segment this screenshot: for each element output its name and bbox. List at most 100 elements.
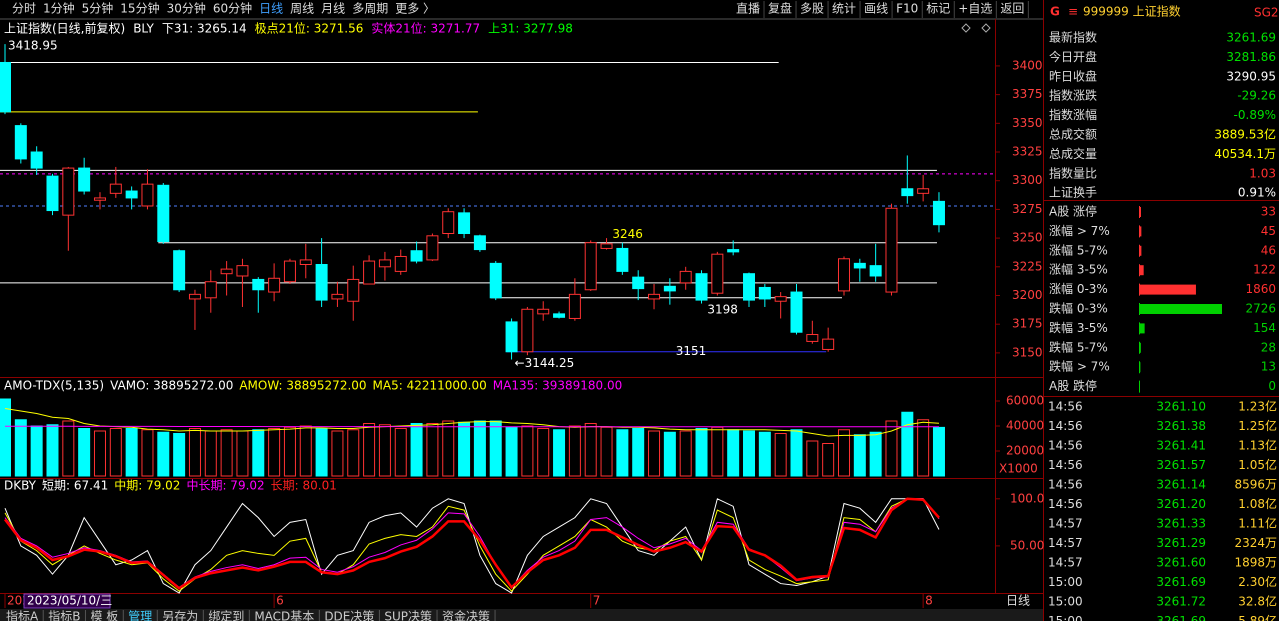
trade-time: 14:56	[1048, 478, 1083, 492]
tab[interactable]: 指标A	[6, 609, 39, 621]
breadth-label: 涨幅 > 7%	[1049, 223, 1110, 238]
volume-bar	[299, 425, 312, 477]
volume-bar	[363, 423, 376, 477]
period-button[interactable]: 30分钟	[167, 1, 206, 16]
y-tick-label: 100.0	[1010, 491, 1044, 505]
annotation: ←3144.25	[515, 356, 575, 370]
period-button[interactable]: 周线	[290, 2, 314, 16]
action-button[interactable]: 画线	[864, 2, 888, 16]
action-button[interactable]: 标记	[926, 2, 950, 16]
y-tick-label: 3200	[1012, 288, 1043, 302]
volume-bar	[758, 431, 771, 477]
quote-label: 总成交额	[1049, 127, 1097, 142]
x-tick-label: 7	[593, 594, 601, 608]
breadth-count: 1860	[1245, 282, 1276, 296]
period-button[interactable]: 日线	[259, 2, 283, 16]
quote-value: -29.26	[1237, 89, 1276, 103]
trade-price: 3261.57	[1156, 458, 1206, 472]
action-button[interactable]: 返回	[1000, 2, 1024, 16]
quote-label: 今日开盘	[1049, 49, 1097, 64]
volume-bar	[426, 423, 439, 477]
y-tick-label: 3400	[1012, 58, 1043, 72]
action-button[interactable]: F10	[896, 2, 918, 16]
breadth-bar	[1140, 342, 1141, 353]
ma135-line	[5, 425, 939, 428]
action-button[interactable]: 直播	[736, 2, 760, 16]
breadth-label: 涨幅 3-5%	[1049, 262, 1108, 277]
action-button[interactable]: 统计	[832, 2, 856, 16]
trade-price: 3261.33	[1156, 517, 1206, 531]
tab[interactable]: 模 板	[90, 610, 118, 621]
trade-volume: 1.11亿	[1238, 516, 1277, 531]
volume-bar	[315, 428, 328, 477]
tab[interactable]: 管理	[128, 609, 152, 621]
breadth-bar	[1140, 207, 1141, 217]
candle-body	[141, 183, 154, 207]
candle-body	[14, 125, 27, 160]
trade-time: 15:00	[1048, 575, 1083, 589]
trade-volume: 5.89亿	[1238, 613, 1277, 621]
trade-time: 15:00	[1048, 595, 1083, 609]
period-button[interactable]: 60分钟	[213, 1, 252, 16]
trade-volume: 1.25亿	[1238, 418, 1277, 433]
period-button[interactable]: 月线	[321, 2, 345, 16]
tab[interactable]: 资金决策	[442, 609, 490, 621]
breadth-label: A股 跌停	[1049, 378, 1097, 393]
action-button[interactable]: 复盘	[768, 1, 792, 16]
trade-time: 14:56	[1048, 458, 1083, 472]
volume-bar	[283, 426, 296, 477]
breadth-label: A股 涨停	[1049, 204, 1097, 219]
candle-body	[426, 235, 439, 261]
tab[interactable]: 指标B	[48, 609, 80, 621]
tab[interactable]: 绑定到	[208, 609, 244, 621]
volume-bar	[648, 430, 661, 477]
tab[interactable]: DDE决策	[324, 610, 374, 621]
period-button[interactable]: 更多 〉	[395, 2, 435, 16]
tab[interactable]: MACD基本	[254, 610, 314, 621]
volume-bar	[774, 433, 787, 477]
period-button[interactable]: 1分钟	[43, 1, 75, 16]
tab-bar	[0, 609, 1043, 621]
dkby-line	[4, 498, 940, 592]
tab[interactable]: 另存为	[162, 610, 198, 621]
breadth-label: 涨幅 5-7%	[1049, 242, 1108, 257]
period-button[interactable]: 15分钟	[120, 1, 159, 16]
trade-time: 14:56	[1048, 439, 1083, 453]
volume-bar	[711, 426, 724, 477]
y-tick-label: 3250	[1012, 231, 1043, 245]
volume-bar	[473, 420, 486, 477]
period-button[interactable]: 多周期	[352, 2, 388, 16]
volume-bar	[46, 424, 59, 477]
quote-label: 指数涨幅	[1049, 107, 1097, 122]
annotation: 3246	[612, 227, 643, 241]
quote-label: 总成交量	[1049, 146, 1097, 161]
candle-body	[663, 285, 676, 292]
candle-body	[648, 293, 661, 300]
breadth-bar	[1140, 245, 1142, 256]
cursor-date: 2023/05/10/三	[27, 594, 112, 608]
volume-bar	[790, 429, 803, 477]
action-button[interactable]: +自选	[958, 2, 992, 16]
candle-body	[727, 249, 740, 253]
tab[interactable]: SUP决策	[384, 610, 432, 621]
annotation: 3151	[676, 344, 707, 358]
candle-body	[46, 175, 59, 212]
period-button[interactable]: 5分钟	[82, 1, 114, 16]
period-button[interactable]: 分时	[12, 2, 36, 16]
trade-volume: 2324万	[1234, 536, 1277, 550]
candle-body	[378, 259, 391, 268]
y-tick-label: 3300	[1012, 173, 1043, 187]
panel-icons[interactable]	[961, 23, 991, 33]
volume-bar	[822, 443, 835, 477]
breadth-count: 13	[1261, 360, 1276, 374]
action-button[interactable]: 多股	[800, 2, 824, 16]
candle-body	[315, 264, 328, 301]
quote-value: 40534.1万	[1214, 147, 1276, 161]
candle-body	[616, 247, 629, 272]
candle-body	[299, 259, 312, 266]
info-item: 中长期: 79.02	[186, 478, 264, 493]
volume-bar	[553, 429, 566, 477]
candle-body	[252, 278, 265, 291]
menu-icon[interactable]: ≡	[1068, 5, 1078, 19]
